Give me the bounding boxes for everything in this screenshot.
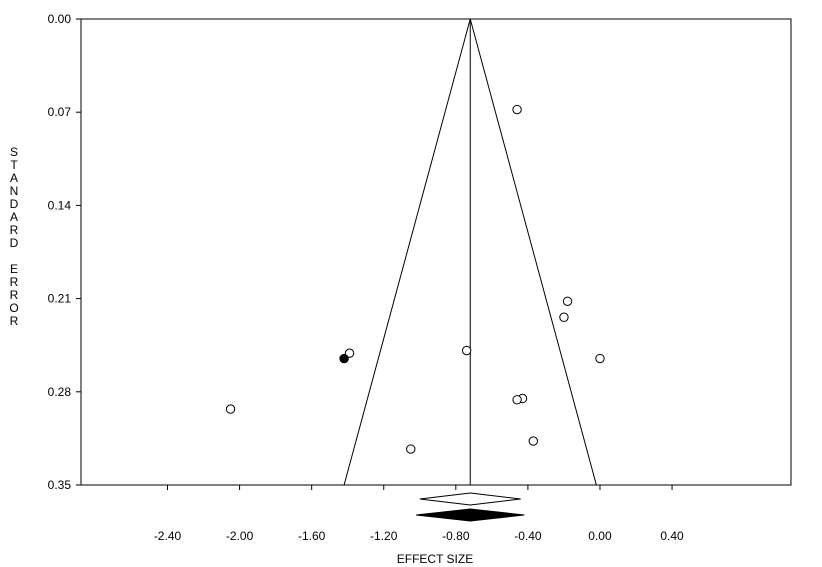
y-tick-label: 0.28 <box>48 385 72 399</box>
summary-diamond-filled <box>416 508 525 522</box>
data-point <box>406 444 416 454</box>
funnel-right-line <box>469 18 597 486</box>
x-tick-label: 0.00 <box>588 529 612 543</box>
y-axis-title-letter: D <box>9 197 19 211</box>
y-axis-title-letter: A <box>9 171 18 185</box>
y-axis-title-letter: R <box>9 275 19 289</box>
x-tick-label: -2.00 <box>226 529 254 543</box>
data-point <box>512 104 522 115</box>
funnel-left-line <box>343 18 471 486</box>
x-tick-label: 0.40 <box>660 529 684 543</box>
plot-frame <box>80 18 792 486</box>
x-tick-label: -0.80 <box>442 529 470 543</box>
y-tick-label: 0.21 <box>48 292 72 306</box>
data-point <box>559 312 569 322</box>
y-axis-title-letter: R <box>9 288 19 302</box>
y-tick-label: 0.35 <box>48 478 72 492</box>
y-axis-title-letter: D <box>9 236 19 250</box>
y-tick-label: 0.07 <box>48 105 72 119</box>
data-point <box>225 404 236 414</box>
x-tick-label: -1.20 <box>370 529 398 543</box>
summary-diamond-open <box>419 492 521 506</box>
x-tick-label: -2.40 <box>154 529 182 543</box>
summary-diamonds <box>416 492 525 522</box>
y-axis: 0.00 0.07 0.14 0.21 0.28 0.35 <box>48 12 81 492</box>
y-axis-title-letter: E <box>9 262 18 276</box>
data-point <box>528 436 539 446</box>
funnel-lines <box>343 18 597 486</box>
data-point <box>512 395 522 405</box>
y-axis-title-letter: S <box>9 145 18 159</box>
y-axis-title-letter: R <box>9 223 19 237</box>
y-axis-title-letter: N <box>9 184 19 198</box>
x-tick-label: -1.60 <box>298 529 326 543</box>
x-axis: -2.40 -2.00 -1.60 -1.20 -0.80 -0.40 0.00 0.40 <box>154 485 684 543</box>
y-axis-title-letter: A <box>9 210 18 224</box>
data-point <box>461 345 472 356</box>
x-tick-label: -0.40 <box>514 529 542 543</box>
y-tick-label: 0.00 <box>48 12 72 26</box>
y-tick-label: 0.14 <box>48 198 72 212</box>
x-axis-title: EFFECT SIZE <box>397 552 473 566</box>
data-point-filled <box>339 353 349 364</box>
y-axis-title-letter: O <box>9 301 19 315</box>
y-axis-title-letter: T <box>10 158 18 172</box>
data-point <box>562 296 573 306</box>
data-point <box>595 353 605 364</box>
y-axis-title-letter: R <box>9 314 19 328</box>
data-points <box>225 104 605 454</box>
